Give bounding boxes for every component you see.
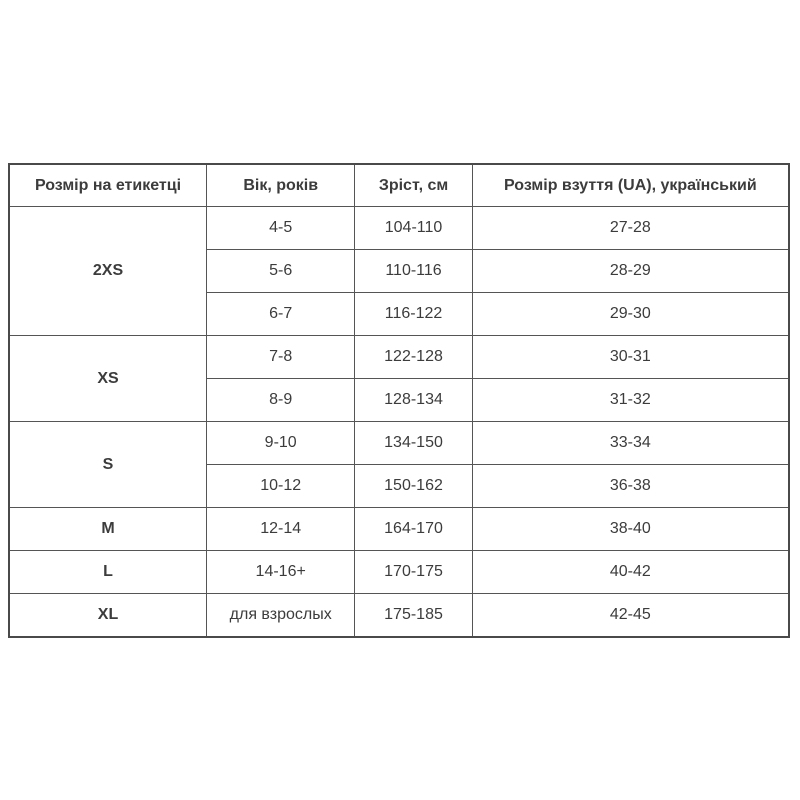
- height-cell: 170-175: [354, 550, 473, 594]
- table-body: 2XS 4-5 104-110 27-28 5-6 110-116 28-29 6-7 116-…: [8, 206, 790, 638]
- table-row: M 12-14 164-170 38-40: [8, 507, 790, 551]
- table-row: XS 7-8 122-128 30-31: [8, 335, 790, 422]
- size-label-m: M: [8, 507, 207, 551]
- size-label-xl: XL: [8, 593, 207, 638]
- height-cell: 128-134: [354, 378, 473, 422]
- size-label-2xs: 2XS: [8, 206, 207, 336]
- height-cell: 122-128: [354, 335, 473, 379]
- height-cell: 134-150: [354, 421, 473, 465]
- shoe-size-cell: 36-38: [471, 464, 790, 508]
- shoe-size-cell: 28-29: [471, 249, 790, 293]
- table-row: S 9-10 134-150 33-34: [8, 421, 790, 508]
- header-height-cm: Зріст, см: [354, 163, 473, 207]
- age-cell: 12-14: [205, 507, 356, 551]
- age-cell: 8-9: [205, 378, 356, 422]
- header-size-on-label: Розмір на етикетці: [8, 163, 207, 207]
- age-cell: 7-8: [205, 335, 356, 379]
- table-row: 2XS 4-5 104-110 27-28: [8, 206, 790, 336]
- table-row: L 14-16+ 170-175 40-42: [8, 550, 790, 594]
- table-row: 6-7 116-122 29-30: [9, 292, 790, 336]
- table-row: XL для взрослых 175-185 42-45: [8, 593, 790, 638]
- shoe-size-cell: 31-32: [471, 378, 790, 422]
- shoe-size-cell: 40-42: [471, 550, 790, 594]
- header-shoe-size-ua: Розмір взуття (UA), український: [471, 163, 790, 207]
- size-label-xs: XS: [8, 335, 207, 422]
- shoe-size-cell: 42-45: [471, 593, 790, 638]
- size-label-l: L: [8, 550, 207, 594]
- height-cell: 175-185: [354, 593, 473, 638]
- age-cell: 6-7: [205, 292, 356, 336]
- height-cell: 110-116: [354, 249, 473, 293]
- table-row: 10-12 150-162 36-38: [9, 464, 790, 508]
- header-row: Розмір на етикетці Вік, років Зріст, см …: [8, 163, 790, 207]
- age-cell: 14-16+: [205, 550, 356, 594]
- height-cell: 164-170: [354, 507, 473, 551]
- shoe-size-cell: 30-31: [471, 335, 790, 379]
- shoe-size-cell: 29-30: [471, 292, 790, 336]
- header-age-years: Вік, років: [205, 163, 356, 207]
- shoe-size-cell: 33-34: [471, 421, 790, 465]
- age-cell: 9-10: [205, 421, 356, 465]
- table-row: 5-6 110-116 28-29: [9, 249, 790, 293]
- height-cell: 150-162: [354, 464, 473, 508]
- height-cell: 116-122: [354, 292, 473, 336]
- shoe-size-cell: 38-40: [471, 507, 790, 551]
- size-label-s: S: [8, 421, 207, 508]
- size-chart-table: Розмір на етикетці Вік, років Зріст, см …: [8, 163, 790, 638]
- shoe-size-cell: 27-28: [471, 206, 790, 250]
- height-cell: 104-110: [354, 206, 473, 250]
- age-cell: 10-12: [205, 464, 356, 508]
- table-row: 8-9 128-134 31-32: [9, 378, 790, 422]
- age-cell: 4-5: [205, 206, 356, 250]
- age-cell: 5-6: [205, 249, 356, 293]
- age-cell: для взрослых: [205, 593, 356, 638]
